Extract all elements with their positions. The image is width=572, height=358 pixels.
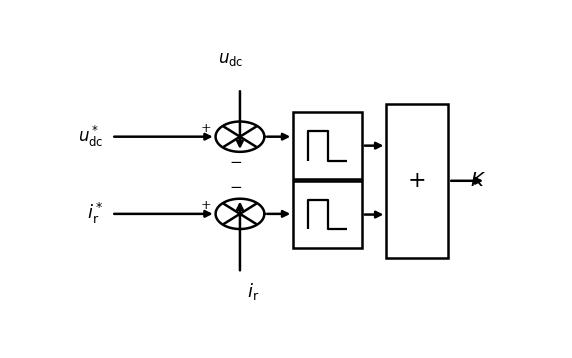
Text: +: + [408, 170, 427, 192]
Text: +: + [201, 199, 211, 212]
Bar [293, 181, 362, 248]
Text: $i_{\mathrm{r}}$: $i_{\mathrm{r}}$ [247, 281, 259, 301]
Bar [293, 112, 362, 179]
Text: +: + [201, 122, 211, 135]
Bar [386, 103, 448, 258]
Text: $u_{\mathrm{dc}}$: $u_{\mathrm{dc}}$ [219, 51, 244, 68]
Text: −: − [229, 156, 242, 170]
Text: $K$: $K$ [471, 172, 487, 190]
Text: −: − [229, 180, 242, 194]
Text: $u^*_{\mathrm{dc}}$: $u^*_{\mathrm{dc}}$ [78, 124, 104, 149]
Text: $i^*_{\mathrm{r}}$: $i^*_{\mathrm{r}}$ [87, 201, 104, 226]
